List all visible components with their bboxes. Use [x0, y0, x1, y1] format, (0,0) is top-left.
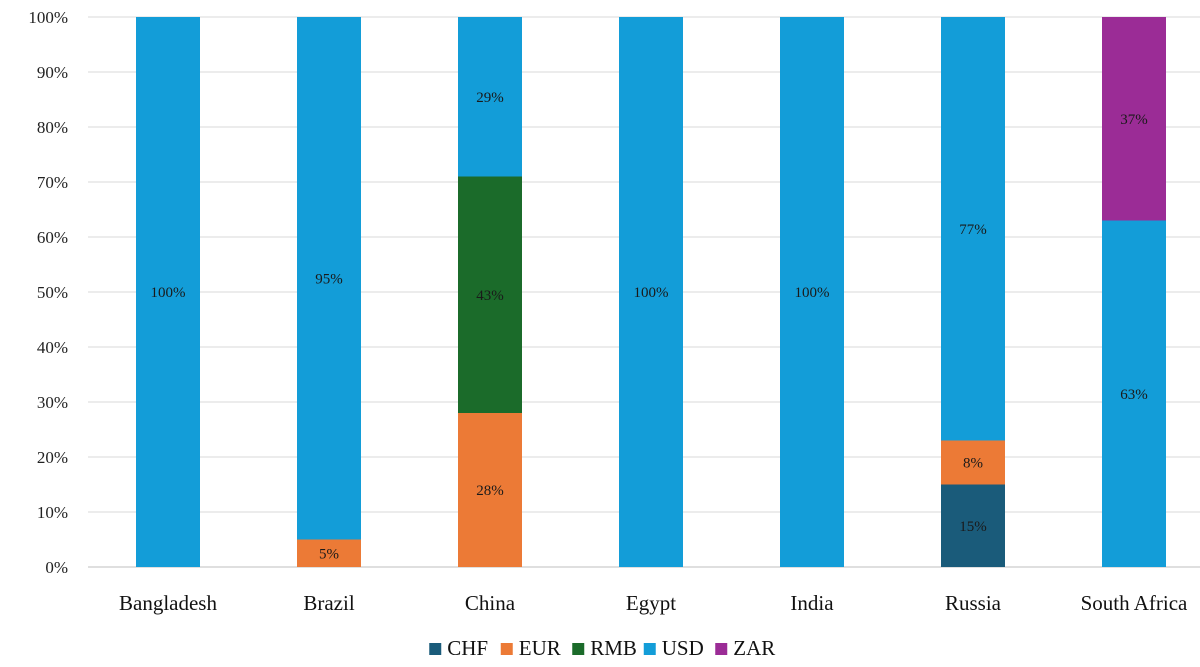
legend-item-zar: ZAR [715, 636, 775, 660]
y-tick-label: 20% [37, 448, 68, 467]
x-tick-label: Egypt [626, 591, 676, 615]
legend-swatch [429, 643, 442, 655]
y-tick-label: 50% [37, 283, 68, 302]
x-tick-label: China [465, 591, 516, 615]
legend-label: RMB [590, 636, 637, 660]
y-tick-label: 70% [37, 173, 68, 192]
data-label: 28% [476, 483, 504, 499]
y-tick-label: 10% [37, 503, 68, 522]
legend-swatch [500, 643, 513, 655]
legend-swatch [572, 643, 585, 655]
x-axis-tick-labels: Bangladesh Brazil China Egypt India Russia Sou… [119, 591, 1188, 615]
bar-segment-usd [1102, 220, 1166, 567]
data-label: 95% [315, 271, 343, 287]
bar-segment-zar [1102, 17, 1166, 221]
bar-segment-usd [619, 17, 683, 567]
x-tick-label: Russia [945, 591, 1002, 615]
legend-item-eur: EUR [500, 636, 561, 660]
data-label: 43% [476, 288, 504, 304]
data-label: 100% [151, 285, 186, 301]
data-label: 100% [795, 285, 830, 301]
data-label: 15% [959, 519, 987, 535]
legend-label: EUR [519, 636, 561, 660]
bar-segment-usd [297, 17, 361, 540]
data-label: 77% [959, 222, 987, 238]
bar-segment-usd [941, 17, 1005, 441]
y-axis-tick-labels: 0% 10% 20% 30% 40% 50% 60% 70% 80% 90% 100% [28, 8, 68, 577]
data-label: 100% [634, 285, 669, 301]
legend: CHF EUR RMB USD ZAR [429, 636, 775, 660]
y-tick-label: 60% [37, 228, 68, 247]
bar-segment-eur [941, 440, 1005, 485]
bar-segment-rmb [458, 176, 522, 413]
legend-label: USD [662, 636, 704, 660]
x-tick-label: Brazil [303, 591, 354, 615]
legend-item-usd: USD [643, 636, 704, 660]
data-label: 63% [1120, 387, 1148, 403]
bars [136, 17, 1166, 567]
y-tick-label: 40% [37, 338, 68, 357]
legend-item-chf: CHF [429, 636, 488, 660]
data-label: 5% [319, 546, 339, 562]
data-label: 8% [963, 456, 983, 472]
y-tick-label: 30% [37, 393, 68, 412]
legend-label: ZAR [733, 636, 775, 660]
y-tick-label: 0% [45, 558, 68, 577]
legend-label: CHF [447, 636, 488, 660]
bar-segment-chf [941, 484, 1005, 567]
bar-segment-eur [458, 413, 522, 567]
bar-segment-usd [780, 17, 844, 567]
y-tick-label: 80% [37, 118, 68, 137]
x-tick-label: South Africa [1081, 591, 1188, 615]
legend-item-rmb: RMB [572, 636, 637, 660]
data-labels: 100% 5% 95% 28% 43% 29% 100% 100% 15% 8% 77% 63% 37% [151, 90, 1148, 563]
bar-segment-usd [136, 17, 200, 567]
bar-segment-eur [297, 539, 361, 567]
y-tick-label: 90% [37, 63, 68, 82]
x-tick-label: India [790, 591, 834, 615]
data-label: 29% [476, 90, 504, 106]
data-label: 37% [1120, 112, 1148, 128]
bar-segment-usd [458, 17, 522, 177]
y-tick-label: 100% [28, 8, 68, 27]
legend-swatch [715, 643, 728, 655]
legend-swatch [643, 643, 656, 655]
x-tick-label: Bangladesh [119, 591, 217, 615]
